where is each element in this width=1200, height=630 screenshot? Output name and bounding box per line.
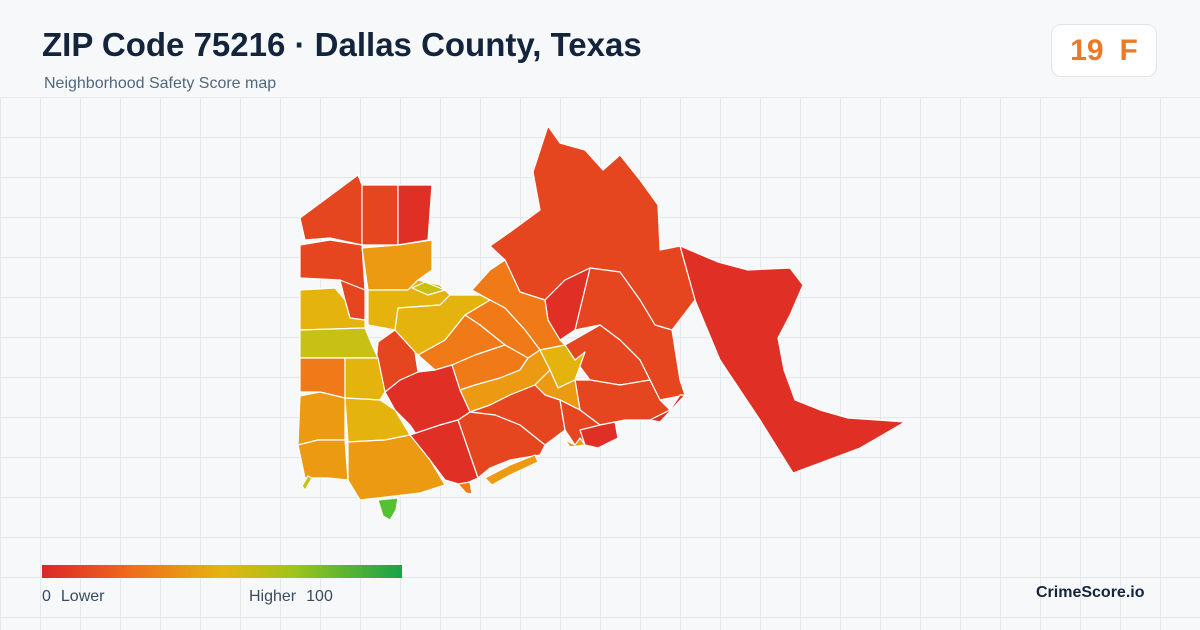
map-region[interactable] (299, 174, 363, 246)
map-region[interactable] (457, 481, 473, 495)
page-subtitle: Neighborhood Safety Score map (44, 75, 277, 92)
legend-low-value: 0 (42, 588, 51, 605)
map-region[interactable] (394, 294, 491, 356)
brand-logo-text: CrimeScore.io (1036, 584, 1145, 601)
legend-low-label: Lower (60, 588, 105, 605)
map-region[interactable] (649, 394, 686, 423)
map-region[interactable] (484, 454, 539, 486)
map-region[interactable] (564, 437, 586, 448)
legend-high-value: 100 (306, 588, 333, 605)
safety-score-badge: 19 F (1051, 24, 1157, 77)
map-region[interactable] (299, 327, 379, 359)
map-region[interactable] (361, 184, 399, 246)
score-value: 19 (1070, 34, 1104, 67)
map-region[interactable] (301, 475, 313, 491)
map-region[interactable] (411, 281, 446, 296)
map-region[interactable] (344, 357, 386, 401)
map-region[interactable] (297, 439, 349, 481)
legend-low: 0 Lower (42, 588, 104, 606)
legend-color-scale (42, 565, 402, 578)
score-grade: F (1119, 34, 1138, 67)
map-region[interactable] (457, 411, 546, 479)
map-region[interactable] (377, 497, 399, 521)
header-band (0, 0, 1200, 98)
map-region[interactable] (679, 245, 906, 474)
map-region[interactable] (297, 391, 346, 446)
legend-high-label: Higher (249, 588, 297, 605)
map-region[interactable] (397, 184, 433, 246)
map-region[interactable] (347, 434, 446, 501)
page-title: ZIP Code 75216 · Dallas County, Texas (42, 26, 642, 63)
map-region[interactable] (299, 239, 366, 291)
legend-high: Higher 100 (249, 588, 333, 606)
